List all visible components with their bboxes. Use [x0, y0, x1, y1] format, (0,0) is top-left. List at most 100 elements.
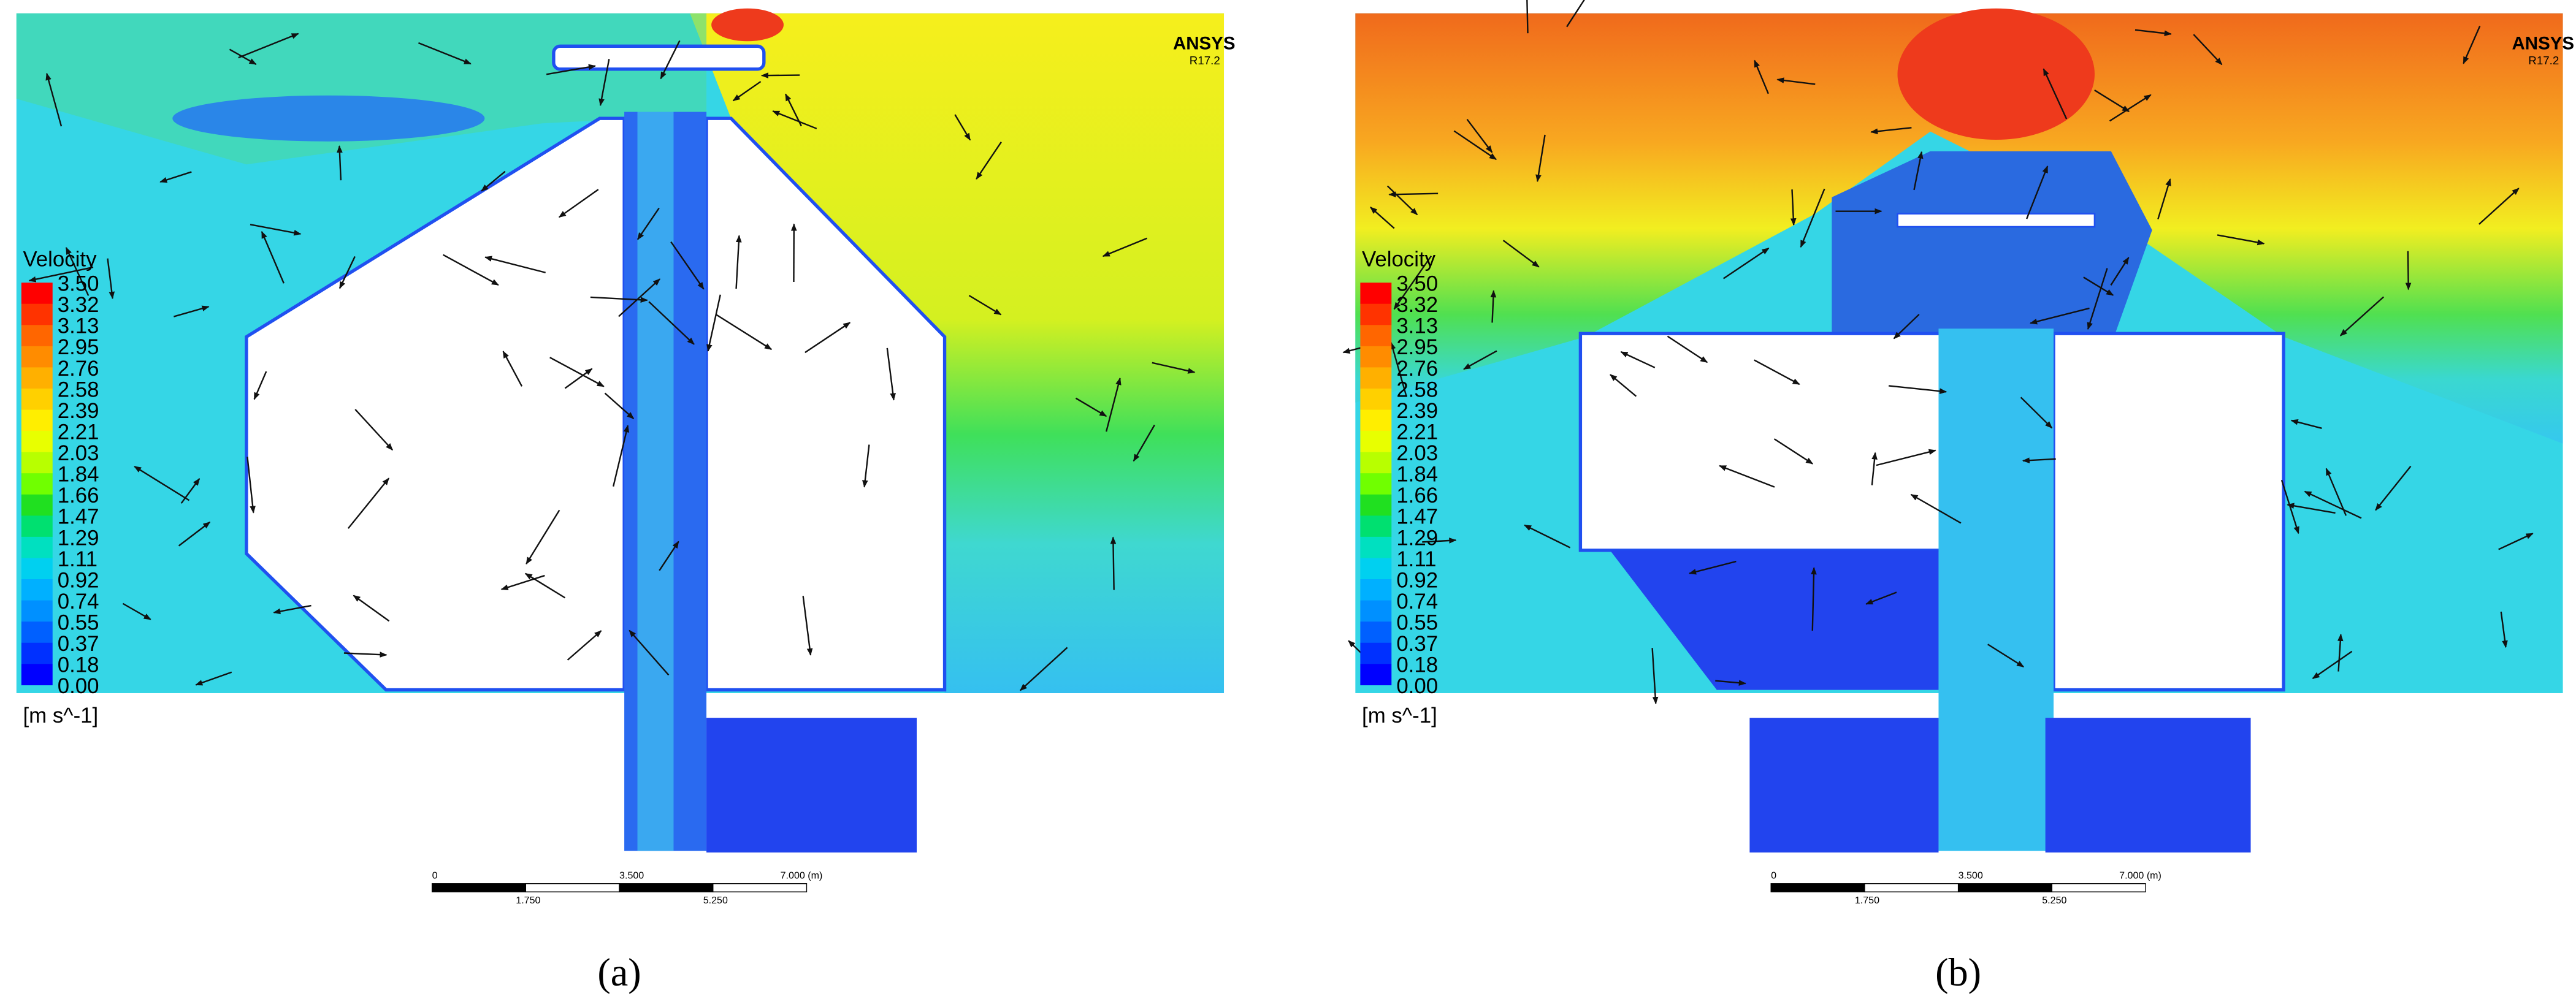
legend-band — [21, 664, 53, 686]
legend-band — [1360, 621, 1392, 643]
velocity-arrow — [772, 110, 817, 129]
velocity-arrow — [261, 230, 285, 284]
velocity-arrow — [1502, 240, 1540, 268]
velocity-arrow — [1888, 385, 1947, 394]
legend-tick-label: 2.03 — [1396, 441, 1438, 465]
velocity-arrow — [1370, 207, 1395, 229]
legend-band — [1360, 494, 1392, 516]
legend-tick-label: 2.76 — [1396, 357, 1438, 381]
legend-band — [21, 642, 53, 664]
velocity-arrow — [1110, 536, 1117, 590]
scale-bar-segment — [525, 883, 620, 892]
velocity-arrow — [2498, 533, 2534, 550]
velocity-arrow — [2375, 465, 2412, 511]
logo: ANSYS — [2512, 34, 2575, 54]
legend-tick-label: 2.58 — [1396, 378, 1438, 401]
panel: ANSYSR17.2Velocity3.503.323.132.952.762.… — [1342, 0, 2575, 994]
legend-band — [21, 536, 53, 558]
legend-tick-label: 1.47 — [58, 505, 99, 529]
legend-title: Velocity — [1362, 247, 1436, 271]
scale-bar-segment — [431, 883, 527, 892]
velocity-arrow — [2280, 479, 2299, 534]
building — [1578, 332, 1944, 552]
legend-tick-label: 3.32 — [58, 293, 99, 317]
legend-title: Velocity — [23, 247, 97, 271]
velocity-arrow — [2109, 94, 2152, 122]
legend-band — [21, 558, 53, 580]
velocity-arrow — [1019, 647, 1068, 691]
velocity-arrow — [1075, 397, 1107, 417]
legend-band — [21, 452, 53, 474]
legend-band — [1360, 409, 1392, 431]
legend-tick-label: 1.66 — [1396, 484, 1438, 507]
velocity-arrow — [1811, 567, 1817, 631]
velocity-arrow — [546, 64, 597, 75]
velocity-arrow — [107, 258, 115, 300]
contour-region — [172, 95, 485, 142]
legend-band — [21, 494, 53, 516]
legend-band — [1360, 431, 1392, 452]
velocity-arrow — [558, 189, 599, 218]
scale-bar-segment — [2051, 883, 2146, 892]
velocity-arrow — [629, 629, 670, 676]
legend-band — [1360, 515, 1392, 538]
legend-tick-label: 3.13 — [1396, 314, 1438, 338]
velocity-arrow — [604, 392, 635, 419]
velocity-arrow — [1526, 0, 1529, 34]
velocity-arrow — [1422, 538, 1457, 544]
legend-tick-label: 0.37 — [1396, 632, 1438, 656]
contour-region — [1355, 13, 2563, 444]
room — [2045, 718, 2251, 853]
velocity-arrow — [1466, 118, 1493, 153]
velocity-arrow — [1773, 438, 1814, 465]
room — [1610, 550, 1939, 690]
cap — [1897, 213, 2096, 228]
legend-tick-label: 1.66 — [58, 484, 99, 507]
velocity-arrow — [1453, 130, 1497, 161]
velocity-arrow — [968, 295, 1002, 316]
velocity-arrow — [2312, 650, 2353, 680]
legend-band — [1360, 473, 1392, 495]
legend-tick-label: 0.92 — [58, 568, 99, 592]
legend-band — [21, 600, 53, 622]
velocity-arrow — [1754, 59, 1769, 94]
velocity-arrow — [1715, 680, 1746, 686]
velocity-arrow — [1389, 341, 1407, 396]
scale-label: 1.750 — [1855, 895, 1879, 906]
velocity-arrow — [353, 595, 390, 622]
scale-label: 5.250 — [703, 895, 728, 906]
cap — [552, 44, 766, 71]
velocity-arrow — [648, 301, 695, 345]
scale-label: 3.500 — [1959, 870, 1983, 881]
velocity-arrow — [2304, 490, 2362, 519]
velocity-arrow — [502, 351, 523, 387]
velocity-arrow — [1754, 359, 1800, 386]
velocity-arrow — [337, 145, 343, 181]
velocity-arrow — [2500, 611, 2508, 648]
legend-tick-label: 0.18 — [58, 653, 99, 677]
legend-band — [1360, 346, 1392, 368]
shaft-flow — [637, 112, 674, 851]
velocity-arrow — [178, 521, 211, 547]
velocity-arrow — [2405, 251, 2412, 291]
version: R17.2 — [2528, 54, 2559, 67]
velocity-arrow — [2287, 503, 2336, 514]
scale-label: 7.000 (m) — [781, 870, 823, 881]
velocity-arrow — [618, 278, 660, 317]
panel-label: (b) — [1935, 951, 1981, 994]
velocity-arrow — [347, 477, 390, 529]
velocity-arrow — [2020, 397, 2053, 429]
velocity-arrow — [1870, 127, 1912, 135]
velocity-arrow — [500, 574, 545, 590]
room — [1749, 718, 1939, 853]
velocity-arrow — [253, 371, 267, 400]
velocity-arrow — [195, 671, 232, 686]
velocity-arrow — [785, 93, 802, 127]
legend-tick-label: 0.18 — [1396, 653, 1438, 677]
legend-tick-label: 2.21 — [1396, 420, 1438, 444]
velocity-arrow — [343, 652, 388, 658]
velocity-arrow — [2026, 165, 2049, 219]
contour-region — [1832, 151, 2152, 345]
velocity-arrow — [1871, 452, 1878, 485]
